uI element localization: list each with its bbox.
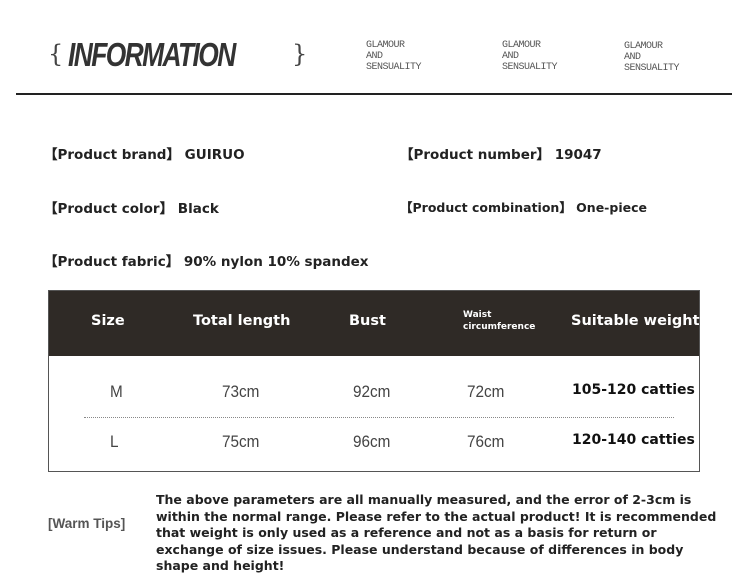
- brace-open: {: [48, 40, 64, 68]
- header-divider: [16, 93, 732, 95]
- row-divider: [84, 417, 674, 418]
- tagline-line: GLAMOUR: [624, 41, 663, 52]
- brace-close: }: [292, 40, 308, 68]
- cell-weight: 105-120 catties: [572, 382, 695, 398]
- tagline: GLAMOUR AND SENSUALITY: [366, 40, 422, 73]
- header-size: Size: [91, 313, 125, 329]
- product-combination: 【Product combination】 One-piece: [400, 200, 647, 215]
- cell-length: 73cm: [222, 382, 260, 401]
- header-suitable-weight: Suitable weight: [571, 313, 700, 329]
- tagline-line: AND: [502, 51, 519, 62]
- header-total-length: Total length: [193, 313, 291, 329]
- cell-waist: 72cm: [467, 382, 505, 401]
- cell-size: M: [110, 382, 123, 401]
- cell-weight: 120-140 catties: [572, 432, 695, 448]
- cell-bust: 92cm: [353, 382, 391, 401]
- product-color: 【Product color】 Black: [44, 201, 219, 217]
- tagline-line: AND: [366, 51, 383, 62]
- table-header: Size Total length Bust Waist circumferen…: [49, 291, 700, 356]
- cell-size: L: [110, 432, 119, 451]
- cell-waist: 76cm: [467, 432, 505, 451]
- tagline-line: GLAMOUR: [366, 40, 405, 51]
- cell-bust: 96cm: [353, 432, 391, 451]
- tagline: GLAMOUR AND SENSUALITY: [624, 41, 680, 74]
- tagline-line: SENSUALITY: [624, 63, 680, 74]
- cell-length: 75cm: [222, 432, 260, 451]
- header-bust: Bust: [349, 313, 386, 329]
- tagline: GLAMOUR AND SENSUALITY: [502, 40, 558, 73]
- tagline-line: AND: [624, 52, 641, 63]
- product-number: 【Product number】 19047: [400, 147, 602, 163]
- tagline-line: SENSUALITY: [366, 62, 422, 73]
- header-waist: Waist circumference: [463, 310, 536, 332]
- warm-tips-text: The above parameters are all manually me…: [156, 492, 717, 573]
- size-table: Size Total length Bust Waist circumferen…: [48, 290, 700, 472]
- page-title: INFORMATION: [68, 36, 236, 73]
- warm-tips-label: [Warm Tips]: [48, 516, 126, 531]
- tagline-line: SENSUALITY: [502, 62, 558, 73]
- tagline-line: GLAMOUR: [502, 40, 541, 51]
- product-brand: 【Product brand】 GUIRUO: [44, 147, 245, 163]
- product-fabric: 【Product fabric】 90% nylon 10% spandex: [44, 254, 369, 270]
